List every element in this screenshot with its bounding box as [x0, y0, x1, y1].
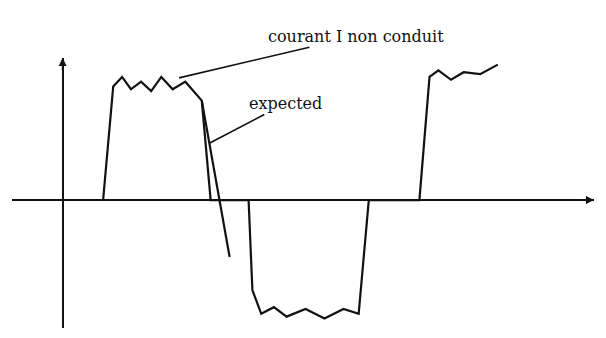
svg-text:courant I non conduit: courant I non conduit: [268, 27, 444, 46]
svg-text:expected: expected: [249, 94, 322, 113]
